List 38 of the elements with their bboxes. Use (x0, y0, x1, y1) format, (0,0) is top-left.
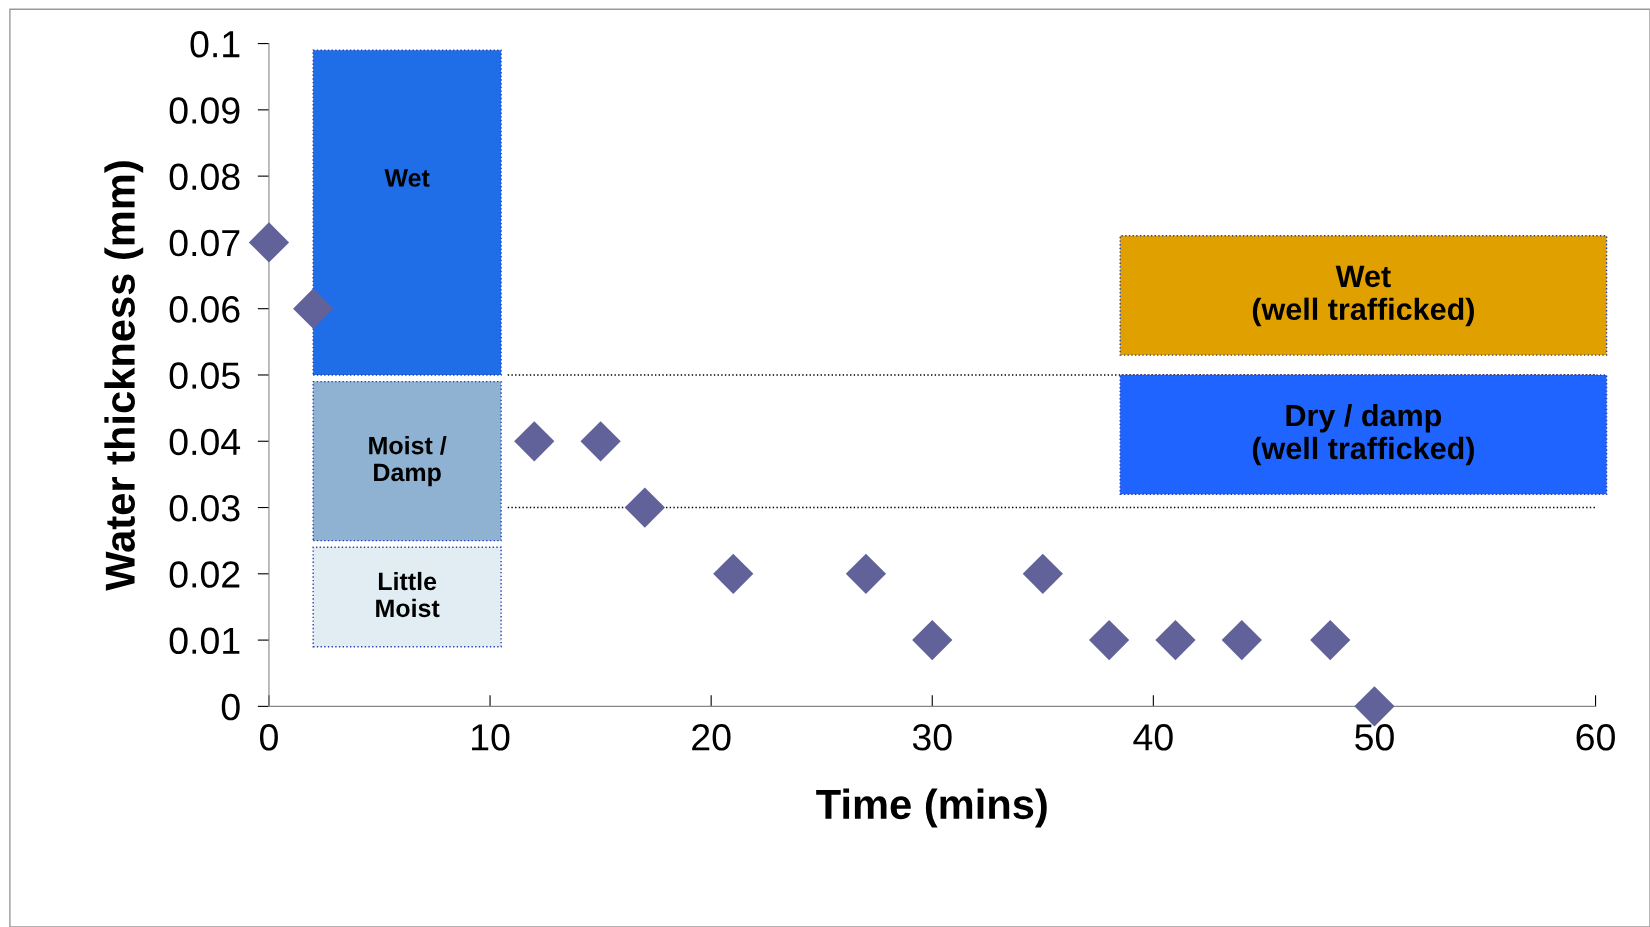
x-axis-title: Time (mins) (816, 788, 1047, 828)
x-tick-label: 10 (472, 724, 510, 751)
point (1155, 619, 1196, 661)
y-tick-label: 0.04 (169, 428, 241, 456)
band-label: Little Moist (376, 571, 440, 618)
band-label: Wet (well trafficked) (1252, 265, 1474, 327)
point (580, 421, 621, 462)
y-axis-title: Water thickness (mm) (104, 161, 144, 591)
point (248, 222, 290, 263)
x-tick-label: 20 (692, 724, 731, 751)
band-label: Dry / damp (well trafficked) (1252, 403, 1474, 466)
point (1089, 619, 1130, 661)
point (912, 619, 953, 661)
y-tick-label: 0.07 (169, 229, 240, 257)
y-tick-label: 0.05 (169, 362, 240, 389)
x-tick-label: 0 (259, 724, 278, 751)
point (1221, 619, 1262, 661)
x-tick-label: 50 (1355, 724, 1394, 751)
y-tick-label: 0.08 (169, 163, 240, 191)
y-tick-label: 0.03 (169, 494, 240, 522)
point (293, 288, 334, 329)
x-tick-label: 40 (1133, 724, 1173, 751)
y-tick-label: 0.1 (190, 30, 240, 58)
point (514, 421, 555, 462)
x-tick-label: 60 (1576, 724, 1615, 751)
point (624, 487, 665, 528)
point (1310, 619, 1351, 661)
point (845, 553, 887, 594)
x-tick-label: 30 (912, 724, 952, 751)
y-tick-label: 0.01 (169, 627, 240, 655)
y-tick-label: 0.06 (169, 296, 240, 323)
point (713, 553, 754, 594)
band-label: Moist / Damp (369, 436, 447, 487)
y-tick-label: 0.02 (169, 561, 240, 588)
point (1022, 553, 1063, 594)
y-tick-label: 0.09 (169, 97, 240, 124)
band-label: Wet (384, 169, 430, 187)
y-tick-label: 0 (221, 693, 240, 721)
